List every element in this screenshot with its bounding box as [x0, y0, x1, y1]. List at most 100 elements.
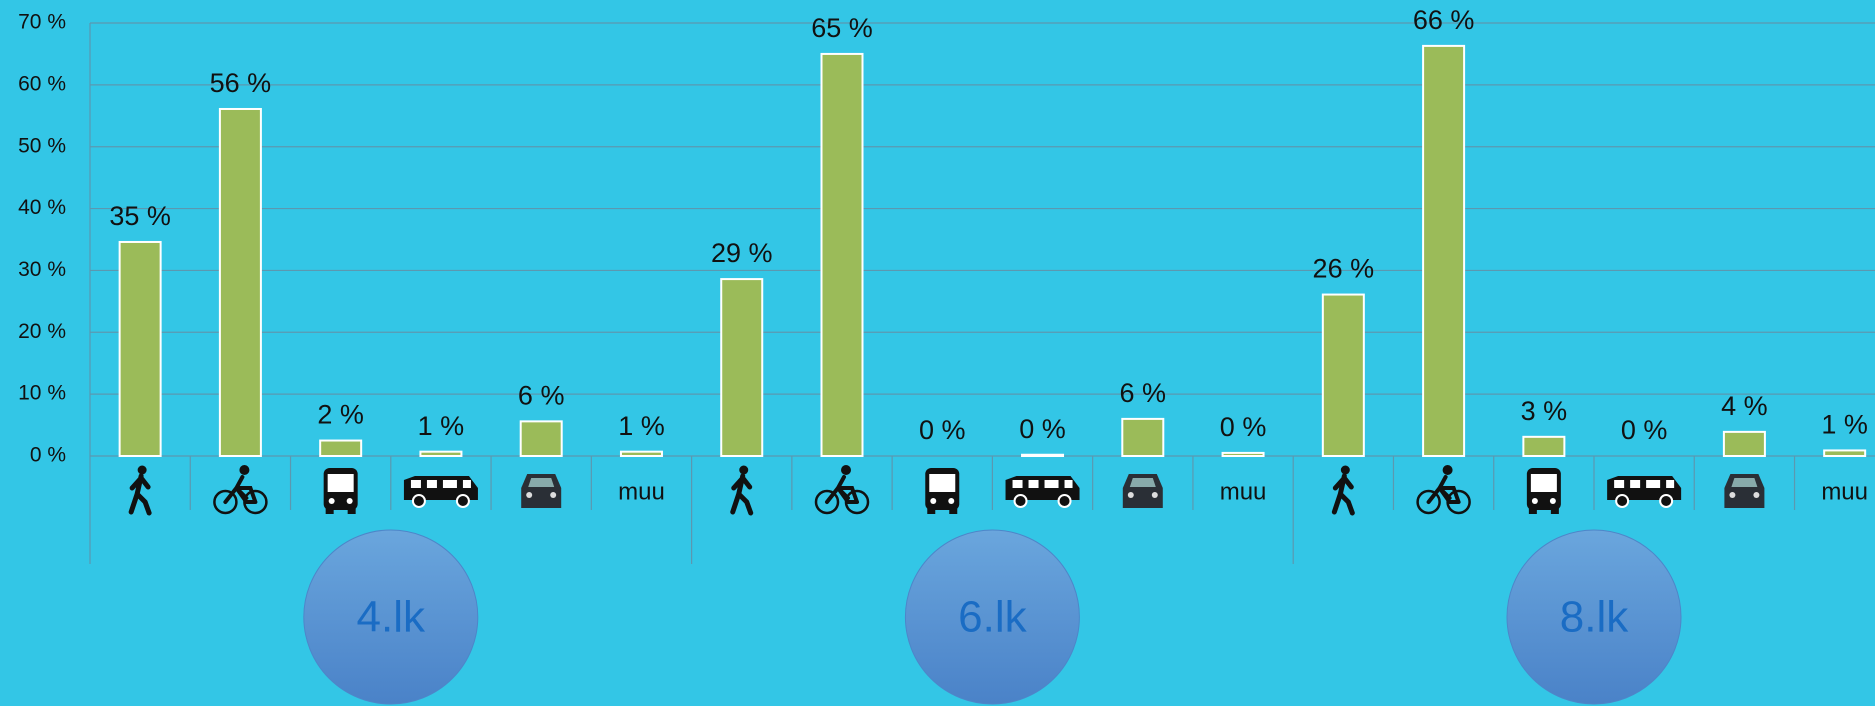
bar: [319, 439, 363, 457]
icon-walk: [128, 473, 152, 516]
value-label: 26 %: [1313, 254, 1375, 284]
icon-walk: [137, 465, 147, 475]
icon-van: [403, 476, 478, 500]
icon-car: [1731, 478, 1758, 487]
icon-walk: [1331, 473, 1355, 516]
category-icon: [925, 468, 960, 514]
bar: [118, 240, 162, 457]
category-icon: [521, 474, 562, 508]
value-label: 0 %: [1621, 415, 1668, 445]
value-label: 3 %: [1521, 396, 1568, 426]
icon-van: [1064, 480, 1073, 488]
icon-bus: [930, 498, 937, 504]
value-label: 6 %: [518, 380, 565, 410]
icon-van: [426, 480, 437, 488]
icon-bus: [927, 508, 936, 514]
icon-van: [411, 494, 426, 508]
icon-car: [528, 478, 555, 487]
icon-bus: [1530, 474, 1557, 492]
icon-car: [1753, 492, 1760, 498]
icon-van: [410, 480, 421, 488]
icon-walk: [739, 465, 749, 475]
icon-van: [462, 480, 471, 488]
bar: [519, 420, 563, 457]
category-icon: [730, 465, 754, 516]
icon-van: [1005, 476, 1080, 500]
icon-bike: [1416, 489, 1441, 515]
category-icon: [213, 465, 268, 515]
icon-bus: [1550, 508, 1559, 514]
group-badge: [1506, 529, 1682, 705]
icon-van: [1659, 494, 1674, 508]
bar: [1021, 453, 1065, 457]
value-label: 0 %: [1220, 412, 1267, 442]
icon-bike: [841, 465, 851, 475]
value-label: 1 %: [618, 411, 665, 441]
icon-walk: [1340, 465, 1350, 475]
icon-van: [1615, 494, 1630, 508]
category-icon: [403, 476, 478, 508]
category-icon: [1607, 476, 1682, 508]
bar: [419, 450, 463, 458]
value-label: 56 %: [210, 68, 272, 98]
value-label: 65 %: [811, 13, 873, 43]
icon-bus: [328, 498, 335, 504]
bar: [1321, 293, 1365, 457]
icon-bike: [1442, 465, 1453, 475]
icon-bus: [948, 498, 955, 504]
value-label: 0 %: [919, 415, 966, 445]
icon-bike: [223, 475, 258, 504]
value-label: 6 %: [1120, 378, 1167, 408]
y-tick-label: 70 %: [18, 11, 66, 34]
icon-car: [1151, 492, 1158, 498]
category-icon: [1331, 465, 1355, 516]
icon-bike: [213, 489, 238, 515]
x-tick-label: muu: [1220, 478, 1267, 505]
icon-van: [1646, 480, 1661, 488]
icon-van: [1666, 480, 1675, 488]
icon-bus: [327, 474, 354, 492]
value-label: 1 %: [418, 411, 465, 441]
y-tick-label: 20 %: [18, 320, 66, 343]
x-tick-label: muu: [618, 478, 665, 505]
group-label: 8.lk: [1560, 593, 1629, 642]
icon-car: [550, 492, 557, 498]
y-tick-label: 40 %: [18, 196, 66, 219]
bar: [820, 52, 864, 458]
icon-bike: [1426, 475, 1461, 504]
group-badge: [303, 529, 479, 705]
bar: [1722, 430, 1766, 457]
bar: [1422, 44, 1466, 457]
bar: [1522, 435, 1566, 457]
category-icon: [1416, 465, 1471, 515]
icon-bus: [325, 508, 334, 514]
icon-van: [1614, 480, 1625, 488]
y-tick-label: 30 %: [18, 258, 66, 281]
icon-walk: [730, 473, 754, 516]
value-label: 2 %: [317, 400, 364, 430]
icon-car: [1127, 492, 1134, 498]
icon-van: [1630, 480, 1641, 488]
icon-bike: [814, 489, 840, 515]
icon-van: [1013, 494, 1028, 508]
group-label: 4.lk: [357, 593, 426, 642]
icon-van: [1012, 480, 1023, 488]
icon-car: [526, 492, 533, 498]
bar: [619, 450, 663, 458]
category-icon: [1724, 474, 1765, 508]
icon-van: [442, 480, 457, 488]
value-label: 0 %: [1019, 414, 1066, 444]
bar: [1823, 449, 1867, 458]
icon-van: [1028, 480, 1039, 488]
category-icon: [1122, 474, 1163, 508]
icon-bus: [1528, 508, 1537, 514]
y-tick-label: 50 %: [18, 134, 66, 157]
category-icon: [1005, 476, 1080, 508]
icon-bike: [825, 475, 859, 504]
icon-car: [1729, 492, 1736, 498]
icon-bus: [346, 498, 353, 504]
y-tick-label: 0 %: [30, 444, 66, 467]
value-label: 1 %: [1821, 410, 1868, 440]
